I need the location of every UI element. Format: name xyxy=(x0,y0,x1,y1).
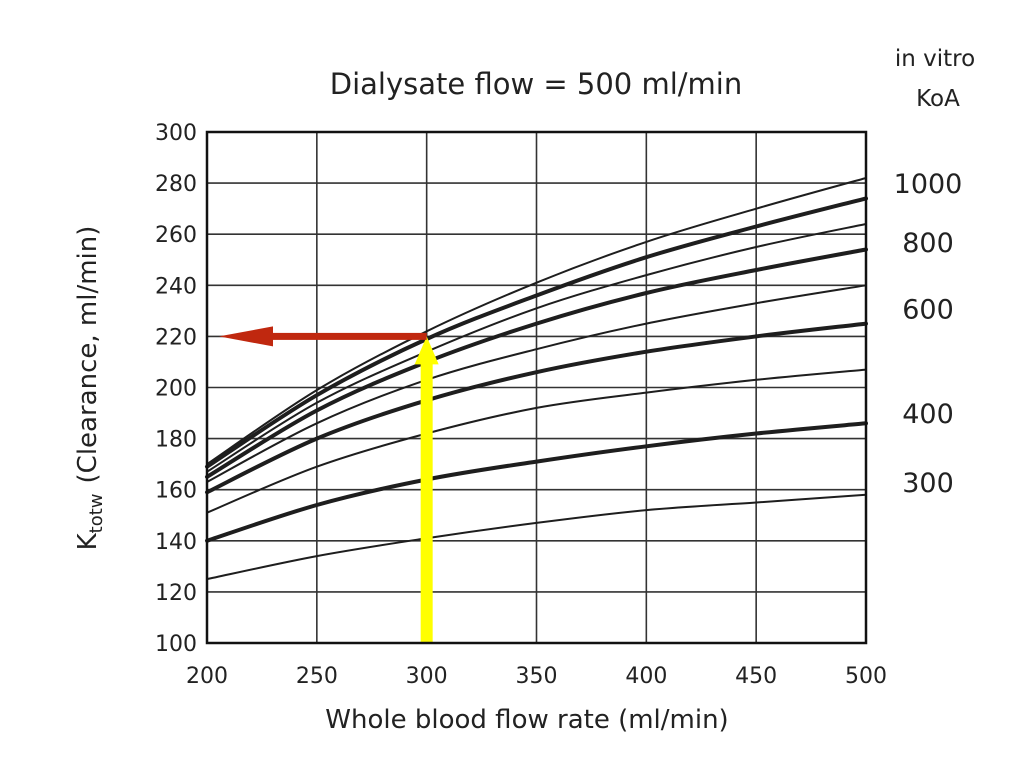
x-tick-label: 500 xyxy=(845,664,887,689)
y-axis-label-text: (Clearance, ml/min) xyxy=(73,226,103,484)
x-axis-ticks: 200 250 300 350 400 450 500 xyxy=(186,664,887,689)
x-tick-label: 450 xyxy=(735,664,777,689)
y-axis-label-symbol: K xyxy=(73,532,103,550)
vertical-arrow-head xyxy=(414,336,439,365)
series-line-8 xyxy=(206,177,867,466)
x-tick-label: 300 xyxy=(406,664,448,689)
y-tick-label: 280 xyxy=(155,172,197,197)
series-line-0 xyxy=(206,493,867,581)
x-tick-label: 200 xyxy=(186,664,228,689)
horizontal-arrow-head xyxy=(219,326,273,347)
y-axis-label-subscript: totw xyxy=(86,493,107,533)
plot-border xyxy=(205,130,868,645)
series-lines xyxy=(205,177,868,581)
y-tick-label: 140 xyxy=(155,530,197,555)
y-tick-label: 300 xyxy=(155,121,197,146)
right-axis-title-line2: KoA xyxy=(916,86,960,112)
horizontal-arrow-shaft xyxy=(269,332,427,340)
series-line-1 xyxy=(205,421,868,543)
y-tick-label: 160 xyxy=(155,479,197,504)
x-tick-label: 350 xyxy=(516,664,558,689)
y-tick-label: 200 xyxy=(155,377,197,402)
plot-area xyxy=(205,130,868,645)
y-axis-label: Ktotw (Clearance, ml/min) xyxy=(73,226,107,551)
vertical-arrow-shaft xyxy=(420,362,433,643)
x-tick-label: 400 xyxy=(625,664,667,689)
y-axis-ticks: 100 120 140 160 180 200 220 240 260 280 300 xyxy=(155,121,197,657)
y-tick-label: 100 xyxy=(155,632,197,657)
koa-label: 300 xyxy=(902,468,954,499)
series-line-3 xyxy=(205,321,868,495)
series-line-7 xyxy=(205,196,868,469)
koa-label: 1000 xyxy=(894,169,963,200)
annotations xyxy=(219,326,439,643)
x-tick-label: 250 xyxy=(296,664,338,689)
series-line-6 xyxy=(206,223,867,473)
y-tick-label: 120 xyxy=(155,581,197,606)
y-tick-label: 220 xyxy=(155,325,197,350)
koa-label: 400 xyxy=(902,399,954,430)
y-tick-label: 180 xyxy=(155,428,197,453)
x-axis-label: Whole blood flow rate (ml/min) xyxy=(325,705,728,735)
series-line-4 xyxy=(206,284,867,483)
right-axis-title-line1: in vitro xyxy=(895,46,975,72)
y-tick-label: 240 xyxy=(155,274,197,299)
koa-labels: 1000 800 600 400 300 xyxy=(894,169,963,499)
chart-title: Dialysate flow = 500 ml/min xyxy=(330,67,743,101)
series-line-2 xyxy=(206,368,867,514)
plot-frame xyxy=(205,130,868,645)
koa-label: 800 xyxy=(902,228,954,259)
series-line-5 xyxy=(205,247,868,479)
koa-label: 600 xyxy=(902,294,954,325)
grid xyxy=(206,131,867,644)
y-tick-label: 260 xyxy=(155,223,197,248)
